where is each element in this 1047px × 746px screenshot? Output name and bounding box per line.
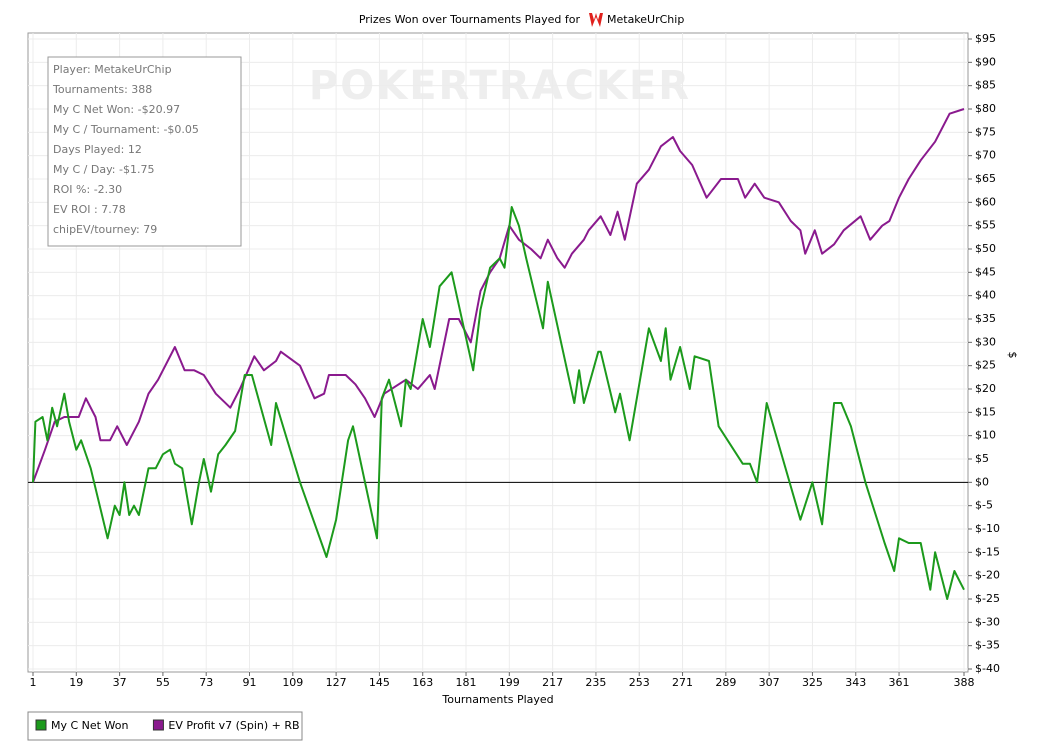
x-axis-label: Tournaments Played xyxy=(441,693,553,706)
y-tick-label: $65 xyxy=(975,172,996,185)
info-line: Days Played: 12 xyxy=(53,143,142,156)
x-tick-label: 181 xyxy=(456,676,477,689)
info-line: chipEV/tourney: 79 xyxy=(53,223,157,236)
x-tick-label: 235 xyxy=(585,676,606,689)
x-tick-label: 127 xyxy=(326,676,347,689)
y-tick-label: $60 xyxy=(975,195,996,208)
info-line: EV ROI : 7.78 xyxy=(53,203,126,216)
y-tick-label: $90 xyxy=(975,55,996,68)
info-line: My C / Day: -$1.75 xyxy=(53,163,154,176)
y-tick-label: $20 xyxy=(975,382,996,395)
x-tick-label: 361 xyxy=(889,676,910,689)
x-tick-label: 289 xyxy=(715,676,736,689)
y-tick-label: $35 xyxy=(975,312,996,325)
player-name: MetakeUrChip xyxy=(607,13,684,26)
x-tick-label: 73 xyxy=(199,676,213,689)
info-line: My C Net Won: -$20.97 xyxy=(53,103,180,116)
info-line: My C / Tournament: -$0.05 xyxy=(53,123,199,136)
x-tick-label: 109 xyxy=(282,676,303,689)
y-tick-label: $50 xyxy=(975,242,996,255)
y-tick-label: $30 xyxy=(975,335,996,348)
legend-swatch xyxy=(35,719,47,731)
y-tick-label: $-30 xyxy=(975,615,1000,628)
y-tick-label: $15 xyxy=(975,405,996,418)
x-tick-label: 271 xyxy=(672,676,693,689)
y-tick-label: $70 xyxy=(975,149,996,162)
y-tick-label: $-10 xyxy=(975,522,1000,535)
y-tick-label: $5 xyxy=(975,452,989,465)
info-line: ROI %: -2.30 xyxy=(53,183,122,196)
y-tick-label: $-20 xyxy=(975,569,1000,582)
x-tick-label: 163 xyxy=(412,676,433,689)
legend xyxy=(27,711,303,741)
y-tick-label: $-40 xyxy=(975,662,1000,675)
info-line: Player: MetakeUrChip xyxy=(53,63,172,76)
x-tick-label: 307 xyxy=(759,676,780,689)
y-tick-label: $-5 xyxy=(975,499,993,512)
x-tick-label: 199 xyxy=(499,676,520,689)
x-tick-label: 19 xyxy=(69,676,83,689)
legend-label: EV Profit v7 (Spin) + RB xyxy=(168,719,299,732)
y-tick-label: $40 xyxy=(975,289,996,302)
x-tick-label: 325 xyxy=(802,676,823,689)
player-icon xyxy=(589,13,603,27)
info-line: Tournaments: 388 xyxy=(52,83,152,96)
info-box xyxy=(47,56,242,247)
y-tick-label: $95 xyxy=(975,32,996,45)
x-tick-label: 253 xyxy=(629,676,650,689)
y-tick-label: $-35 xyxy=(975,639,1000,652)
y-tick-label: $-25 xyxy=(975,592,1000,605)
y-tick-label: $-15 xyxy=(975,545,1000,558)
x-tick-label: 55 xyxy=(156,676,170,689)
y-tick-label: $25 xyxy=(975,359,996,372)
series-line xyxy=(32,206,965,600)
x-tick-label: 343 xyxy=(845,676,866,689)
y-tick-label: $0 xyxy=(975,475,989,488)
y-tick-label: $85 xyxy=(975,79,996,92)
legend-swatch xyxy=(152,719,164,731)
x-tick-label: 217 xyxy=(542,676,563,689)
x-tick-label: 388 xyxy=(954,676,975,689)
x-tick-label: 91 xyxy=(243,676,257,689)
y-tick-label: $55 xyxy=(975,219,996,232)
legend-label: My C Net Won xyxy=(51,719,128,732)
chart-title: Prizes Won over Tournaments Played for xyxy=(359,13,581,26)
x-tick-label: 37 xyxy=(113,676,127,689)
y-axis-label: $ xyxy=(1006,352,1019,359)
y-tick-label: $80 xyxy=(975,102,996,115)
x-tick-label: 145 xyxy=(369,676,390,689)
x-tick-label: 1 xyxy=(30,676,37,689)
series-line xyxy=(32,108,965,483)
y-tick-label: $10 xyxy=(975,429,996,442)
y-tick-label: $45 xyxy=(975,265,996,278)
y-tick-label: $75 xyxy=(975,125,996,138)
